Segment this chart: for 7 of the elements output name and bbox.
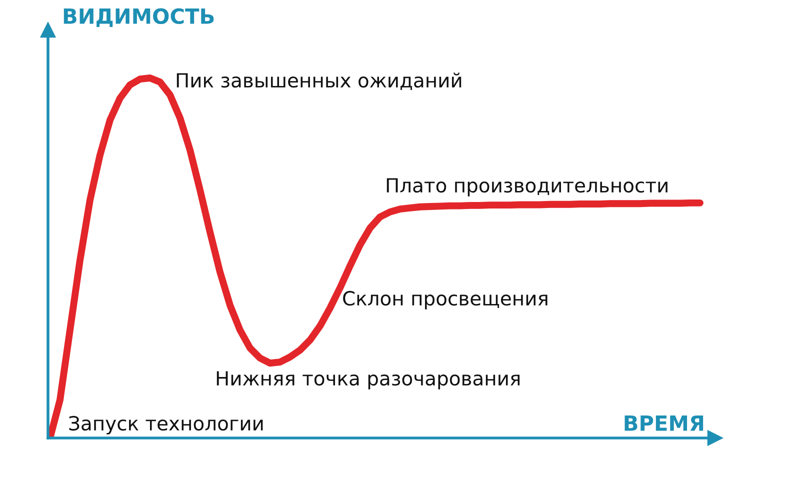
annotation: Пик завышенных ожиданий (176, 72, 462, 90)
y-axis-title: ВИДИМОСТЬ (64, 8, 214, 28)
annotation: Плато производительности (386, 178, 668, 196)
annotation: Нижняя точка разочарования (216, 371, 520, 390)
annotation: Запуск технологии (69, 416, 263, 434)
x-axis-title: ВРЕМЯ (624, 416, 704, 431)
annotation: Склон просвещения (343, 290, 548, 310)
